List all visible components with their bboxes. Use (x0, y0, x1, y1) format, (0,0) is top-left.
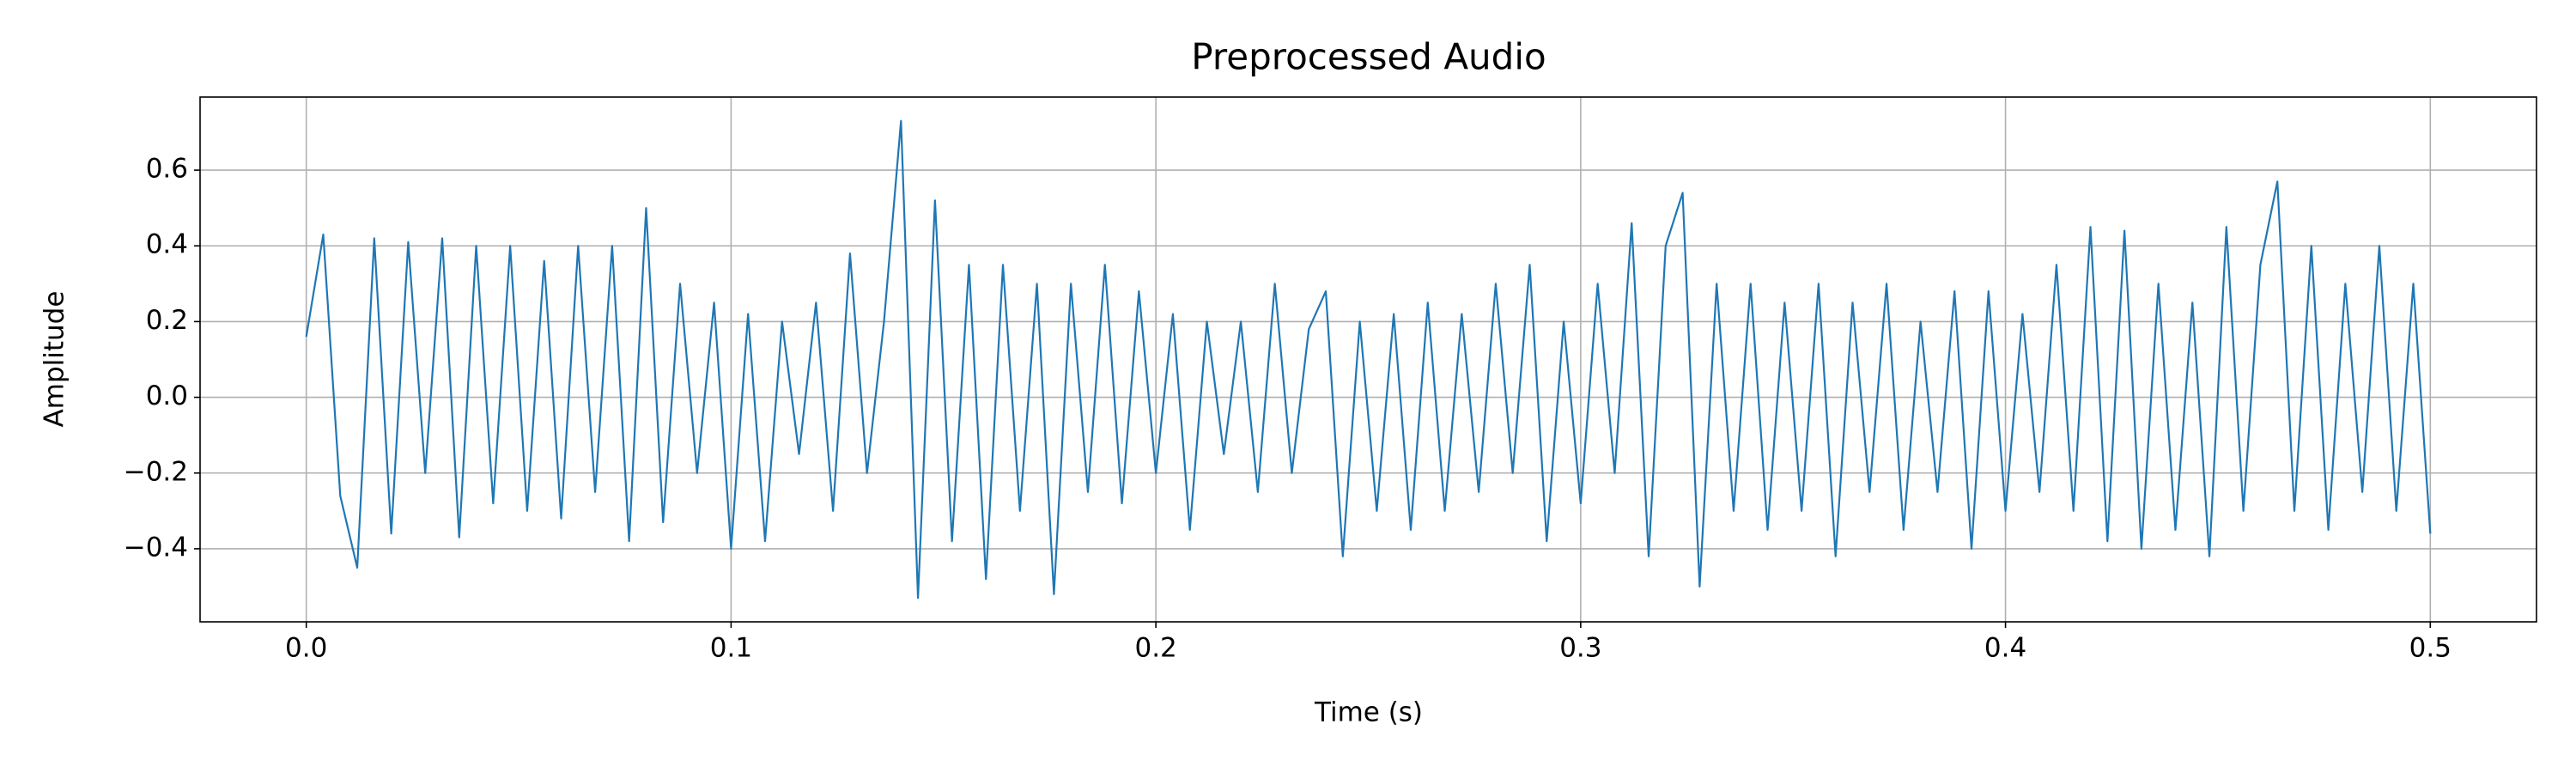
y-tick-label: 0.2 (146, 305, 188, 336)
x-tick-label: 0.1 (710, 633, 752, 664)
plot-frame (199, 96, 2537, 623)
x-tick-label: 0.4 (1984, 633, 2026, 664)
x-tick-label: 0.3 (1559, 633, 1601, 664)
waveform-line (305, 119, 2432, 600)
x-tick-label: 0.2 (1134, 633, 1176, 664)
y-tick-label: 0.0 (146, 380, 188, 411)
x-axis-label: Time (s) (1314, 697, 1423, 728)
x-tick-label: 0.0 (285, 633, 327, 664)
y-tick-label: 0.4 (146, 229, 188, 260)
y-tick-label: 0.6 (146, 154, 188, 185)
x-tick-label: 0.5 (2409, 633, 2451, 664)
y-tick-label: −0.2 (124, 456, 188, 487)
chart-title: Preprocessed Audio (1191, 36, 1546, 78)
y-axis-label: Amplitude (39, 291, 70, 428)
y-tick-label: −0.4 (124, 532, 188, 563)
